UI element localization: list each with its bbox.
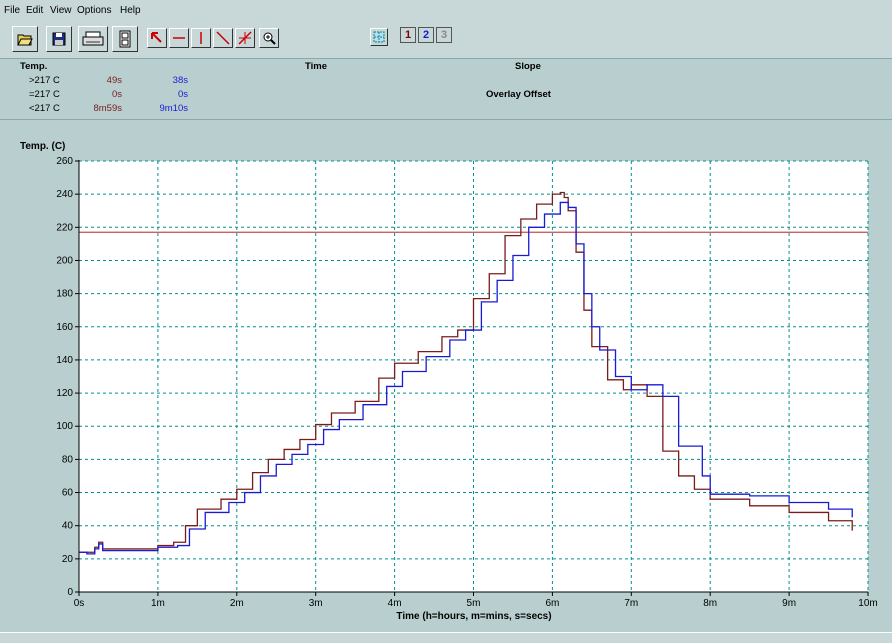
menu-file[interactable]: File <box>4 5 21 16</box>
menu-options[interactable]: Options <box>77 5 112 16</box>
slope-header: Slope <box>515 61 541 72</box>
y-tick-label: 240 <box>56 189 73 200</box>
row-label-equal: =217 C <box>29 89 60 100</box>
diagonal-line-icon[interactable] <box>213 28 233 48</box>
grid-icon[interactable] <box>370 28 388 46</box>
blue-above-value: 38s <box>172 75 188 86</box>
y-tick-label: 80 <box>62 454 74 465</box>
y-tick-label: 260 <box>56 156 73 167</box>
row-label-above: >217 C <box>29 75 60 86</box>
temperature-profile-chart[interactable]: Temp. (C) Time (h=hours, m=mins, s=secs)… <box>0 121 892 631</box>
layout-icon[interactable] <box>112 26 138 52</box>
menu-edit[interactable]: Edit <box>26 5 44 16</box>
time-header: Time <box>305 61 328 72</box>
vertical-line-icon[interactable] <box>191 28 211 48</box>
y-tick-label: 120 <box>56 388 73 399</box>
y-tick-label: 60 <box>62 488 74 499</box>
horizontal-line-icon[interactable] <box>169 28 189 48</box>
x-tick-label: 9m <box>782 598 796 609</box>
blue-equal-value: 0s <box>177 89 188 100</box>
stats-panel: Temp. Time Slope >217 C 49s 38s =217 C 0… <box>0 59 892 120</box>
status-bar <box>0 632 892 643</box>
x-tick-label: 5m <box>467 598 481 609</box>
cross-line-icon[interactable] <box>235 28 255 48</box>
y-tick-label: 20 <box>62 554 74 565</box>
row-label-below: <217 C <box>29 103 60 114</box>
save-disk-icon[interactable] <box>46 26 72 52</box>
x-tick-label: 10m <box>858 598 877 609</box>
y-tick-label: 220 <box>56 222 73 233</box>
overlay-offset-label: Overlay Offset <box>486 89 551 100</box>
red-above-value: 49s <box>106 75 122 86</box>
series-line-blue <box>79 201 853 555</box>
y-tick-label: 100 <box>56 421 73 432</box>
menu-view[interactable]: View <box>50 5 72 16</box>
blue-below-value: 9m10s <box>159 103 188 114</box>
x-tick-label: 7m <box>624 598 638 609</box>
x-tick-label: 1m <box>151 598 165 609</box>
y-tick-label: 200 <box>56 255 73 266</box>
y-tick-label: 160 <box>56 322 73 333</box>
overlay-3-button[interactable]: 3 <box>436 27 452 43</box>
x-tick-label: 0s <box>74 598 85 609</box>
y-axis-title: Temp. (C) <box>20 141 65 152</box>
y-tick-label: 180 <box>56 289 73 300</box>
printer-icon[interactable] <box>78 26 108 52</box>
menu-help[interactable]: Help <box>120 5 141 16</box>
y-tick-label: 40 <box>62 521 74 532</box>
overlay-2-button[interactable]: 2 <box>418 27 434 43</box>
x-axis-title: Time (h=hours, m=mins, s=secs) <box>396 611 551 622</box>
y-tick-label: 0 <box>67 587 73 598</box>
x-tick-label: 8m <box>703 598 717 609</box>
series-line-red <box>79 191 853 553</box>
x-tick-label: 2m <box>230 598 244 609</box>
y-tick-label: 140 <box>56 355 73 366</box>
x-tick-label: 4m <box>388 598 402 609</box>
zoom-icon[interactable] <box>259 28 279 48</box>
red-equal-value: 0s <box>111 89 122 100</box>
temp-header: Temp. <box>20 61 48 72</box>
open-folder-icon[interactable] <box>12 26 38 52</box>
menu-bar: File Edit View Options Help <box>0 0 892 22</box>
red-below-value: 8m59s <box>93 103 122 114</box>
pointer-arrow-icon[interactable] <box>147 28 167 48</box>
x-tick-label: 6m <box>545 598 559 609</box>
overlay-1-button[interactable]: 1 <box>400 27 416 43</box>
x-tick-label: 3m <box>309 598 323 609</box>
toolbar: 1 2 3 <box>0 22 892 59</box>
